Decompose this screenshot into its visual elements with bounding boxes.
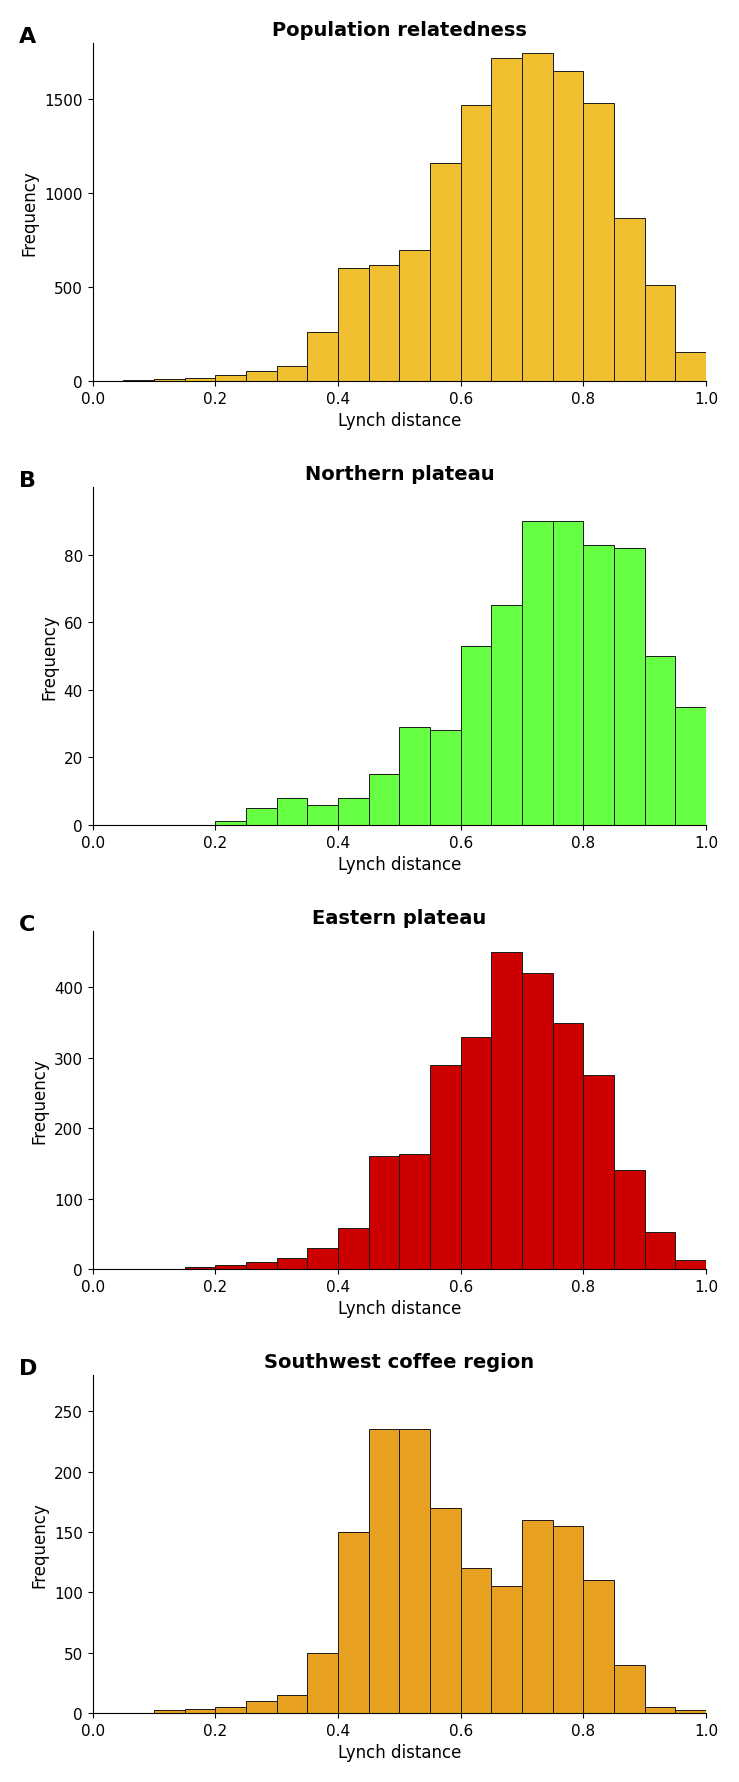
X-axis label: Lynch distance: Lynch distance <box>338 412 461 429</box>
Bar <box>430 164 460 381</box>
Y-axis label: Frequency: Frequency <box>30 1057 48 1144</box>
Bar <box>430 1508 460 1713</box>
Bar <box>307 805 338 825</box>
Bar <box>522 973 553 1269</box>
Text: A: A <box>19 27 36 48</box>
Bar <box>185 1267 215 1269</box>
Bar <box>583 545 614 825</box>
Bar <box>246 371 276 381</box>
Bar <box>460 1568 491 1713</box>
Bar <box>675 1711 706 1713</box>
Bar <box>553 522 583 825</box>
Text: B: B <box>19 470 36 492</box>
Bar <box>522 53 553 381</box>
Bar <box>246 809 276 825</box>
Bar <box>399 1429 430 1713</box>
Bar <box>675 353 706 381</box>
Y-axis label: Frequency: Frequency <box>40 613 58 700</box>
Y-axis label: Frequency: Frequency <box>30 1500 49 1588</box>
Bar <box>644 656 675 825</box>
Bar <box>246 1700 276 1713</box>
X-axis label: Lynch distance: Lynch distance <box>338 855 461 873</box>
Bar <box>338 1533 369 1713</box>
Bar <box>399 251 430 381</box>
Bar <box>491 953 522 1269</box>
Bar <box>369 775 399 825</box>
Bar <box>369 1429 399 1713</box>
Title: Eastern plateau: Eastern plateau <box>313 909 486 927</box>
Bar <box>185 380 215 381</box>
Bar <box>675 707 706 825</box>
Bar <box>553 1023 583 1269</box>
Bar <box>307 333 338 381</box>
Title: Population relatedness: Population relatedness <box>272 21 527 39</box>
Bar <box>460 647 491 825</box>
Bar <box>553 73 583 381</box>
Bar <box>583 1581 614 1713</box>
Bar <box>215 1265 246 1269</box>
Bar <box>215 1707 246 1713</box>
Bar <box>614 1171 644 1269</box>
Bar <box>338 1228 369 1269</box>
Bar <box>215 822 246 825</box>
Bar <box>491 606 522 825</box>
Text: C: C <box>19 914 35 936</box>
Bar <box>307 1652 338 1713</box>
Title: Northern plateau: Northern plateau <box>304 465 494 483</box>
Bar <box>430 731 460 825</box>
Bar <box>460 105 491 381</box>
Bar <box>460 1037 491 1269</box>
Bar <box>338 798 369 825</box>
Bar <box>644 1707 675 1713</box>
Bar <box>338 269 369 381</box>
Bar <box>706 784 737 825</box>
Bar <box>675 1260 706 1269</box>
Bar <box>399 727 430 825</box>
Bar <box>491 59 522 381</box>
Bar <box>614 1664 644 1713</box>
Bar <box>276 367 307 381</box>
Bar <box>522 522 553 825</box>
Bar <box>246 1262 276 1269</box>
Y-axis label: Frequency: Frequency <box>21 169 39 257</box>
Bar <box>430 1066 460 1269</box>
Bar <box>276 798 307 825</box>
Bar <box>215 376 246 381</box>
Title: Southwest coffee region: Southwest coffee region <box>265 1353 534 1370</box>
X-axis label: Lynch distance: Lynch distance <box>338 1299 461 1317</box>
Bar <box>644 1233 675 1269</box>
X-axis label: Lynch distance: Lynch distance <box>338 1743 461 1761</box>
Bar <box>644 285 675 381</box>
Bar <box>583 1076 614 1269</box>
Bar <box>307 1247 338 1269</box>
Bar <box>276 1258 307 1269</box>
Bar <box>614 549 644 825</box>
Bar <box>369 1157 399 1269</box>
Bar <box>614 219 644 381</box>
Bar <box>399 1155 430 1269</box>
Bar <box>369 266 399 381</box>
Bar <box>185 1709 215 1713</box>
Bar <box>154 1711 185 1713</box>
Bar <box>583 103 614 381</box>
Text: D: D <box>19 1358 38 1379</box>
Bar <box>276 1695 307 1713</box>
Bar <box>491 1586 522 1713</box>
Bar <box>553 1525 583 1713</box>
Bar <box>522 1520 553 1713</box>
